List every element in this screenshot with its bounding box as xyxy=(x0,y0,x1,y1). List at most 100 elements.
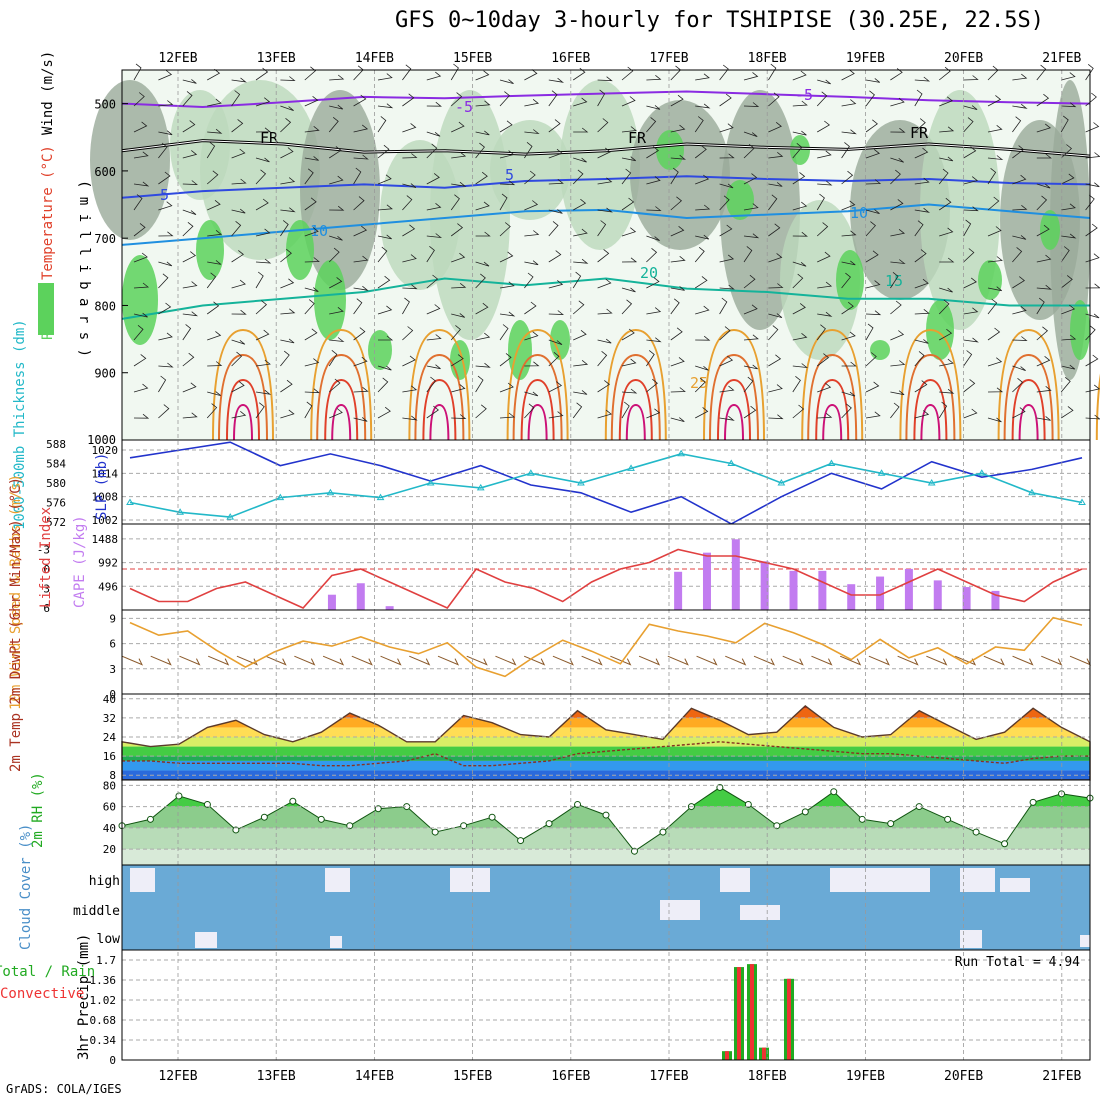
wind-barb xyxy=(524,361,540,367)
wind-barb xyxy=(255,228,271,237)
rh-legend-swatch xyxy=(38,283,54,335)
wind-barb xyxy=(743,131,758,137)
wind-barb xyxy=(768,253,783,263)
wind-barb xyxy=(475,404,487,419)
rh-marker xyxy=(289,797,297,805)
wind-barb xyxy=(670,327,683,341)
wind-barb xyxy=(133,312,148,318)
wind-barb xyxy=(792,201,808,211)
wind-barb xyxy=(768,194,778,211)
li-ytick: 0 xyxy=(43,563,50,576)
wind-barb xyxy=(158,201,173,211)
wind-barb xyxy=(377,116,387,133)
wind-barb xyxy=(792,375,801,393)
wind-barb xyxy=(987,196,1000,211)
wind-barb xyxy=(158,171,171,185)
rh-marker xyxy=(545,820,553,828)
wind-barb xyxy=(817,79,831,85)
wind-barb xyxy=(377,174,392,185)
rh-marker xyxy=(374,805,382,813)
wind-barb xyxy=(621,401,630,419)
wind-barb xyxy=(231,148,246,159)
wind-barb xyxy=(1061,304,1076,315)
wind-barb xyxy=(548,90,558,107)
precip-bar-conv-1 xyxy=(737,967,741,1060)
wind-barb xyxy=(158,100,174,107)
wind-barb xyxy=(817,412,833,419)
wind-barb xyxy=(304,95,319,107)
wind-barb xyxy=(499,180,516,186)
wind-barb-10m xyxy=(868,655,890,666)
wind-barb xyxy=(329,277,343,289)
rh-moist-1 xyxy=(196,220,224,280)
wind-barb xyxy=(1012,235,1027,240)
wind-barb xyxy=(890,169,901,185)
precip-bar-conv-3 xyxy=(762,1047,766,1060)
wind-barb xyxy=(865,310,882,316)
rh-marker xyxy=(203,800,211,808)
wind-barb xyxy=(548,209,563,214)
wind-barb xyxy=(865,179,882,185)
wind-barb xyxy=(475,231,491,237)
wind-barb xyxy=(573,258,589,264)
wind-barb-10m xyxy=(179,655,201,666)
wind-barb xyxy=(304,227,319,237)
warm-contour-1-2 xyxy=(324,378,359,441)
rh-marker xyxy=(858,815,866,823)
wind-barb-10m xyxy=(581,655,603,666)
upper-ylabel-2: Wind (m/s) xyxy=(40,51,56,135)
temp-band-8 xyxy=(122,705,1090,709)
temp-ytick: 8 xyxy=(109,769,116,782)
warm-contour-4-2 xyxy=(618,378,653,441)
wind-barb xyxy=(1036,195,1048,211)
wind-barb xyxy=(939,358,954,367)
warm-contour-2-1 xyxy=(414,353,465,441)
li-ylabel: Lifted Index xyxy=(38,507,54,608)
slp-ytick: 1008 xyxy=(92,491,119,504)
wind-barb-10m xyxy=(265,655,287,666)
isotherm-label-3: FR xyxy=(628,129,647,147)
rh-marker xyxy=(887,820,895,828)
wind-barb xyxy=(231,250,244,263)
wind-barb xyxy=(670,298,680,315)
wind-barb xyxy=(939,96,953,107)
temp-band-4 xyxy=(122,737,1090,747)
warm-contour-6-0 xyxy=(801,328,864,441)
wind-barb xyxy=(621,388,638,394)
wind-barb xyxy=(768,354,782,367)
wind-barb xyxy=(597,207,613,213)
wind-barb-10m xyxy=(983,655,1005,666)
wind-barb xyxy=(841,99,857,107)
wind-barb xyxy=(353,285,369,291)
bottom-date-14FEB: 14FEB xyxy=(355,1069,394,1084)
wind-barb xyxy=(548,310,564,315)
wind-barb xyxy=(1012,73,1028,81)
wind-barb xyxy=(695,335,711,341)
wind-barb xyxy=(353,124,369,133)
wind-barb xyxy=(792,172,806,185)
wind-barb xyxy=(963,408,978,419)
wind-barb xyxy=(450,63,459,81)
thickness-line-marker xyxy=(777,479,786,486)
wind-barb xyxy=(255,271,264,289)
wind-barb xyxy=(743,203,759,211)
wind-barb xyxy=(402,153,418,159)
wind-barb xyxy=(914,220,924,237)
wind-barb xyxy=(499,120,513,133)
thickness-line-marker xyxy=(126,498,134,505)
wind-barb xyxy=(255,127,272,133)
wind-barb xyxy=(841,142,850,159)
wind-barb xyxy=(451,151,467,159)
wind-barb-10m xyxy=(380,655,402,666)
top-date-14FEB: 14FEB xyxy=(355,51,394,66)
wind-ylabel-group: 10m Wind Speed & Barbs (m/s) xyxy=(8,474,24,710)
cloud-ylabel: Cloud Cover (%) xyxy=(18,824,34,950)
bottom-date-19FEB: 19FEB xyxy=(846,1069,885,1084)
wind-barb xyxy=(182,209,197,215)
wind-barb xyxy=(597,409,612,419)
wind-barb xyxy=(353,386,369,393)
temp-ylabel-group: 2m Temp 2m DewPt (6hr Min/Max) (°C) xyxy=(8,477,24,772)
wind-barb-10m xyxy=(437,655,460,666)
wind-barb xyxy=(865,221,876,237)
wind-barb xyxy=(207,68,221,81)
